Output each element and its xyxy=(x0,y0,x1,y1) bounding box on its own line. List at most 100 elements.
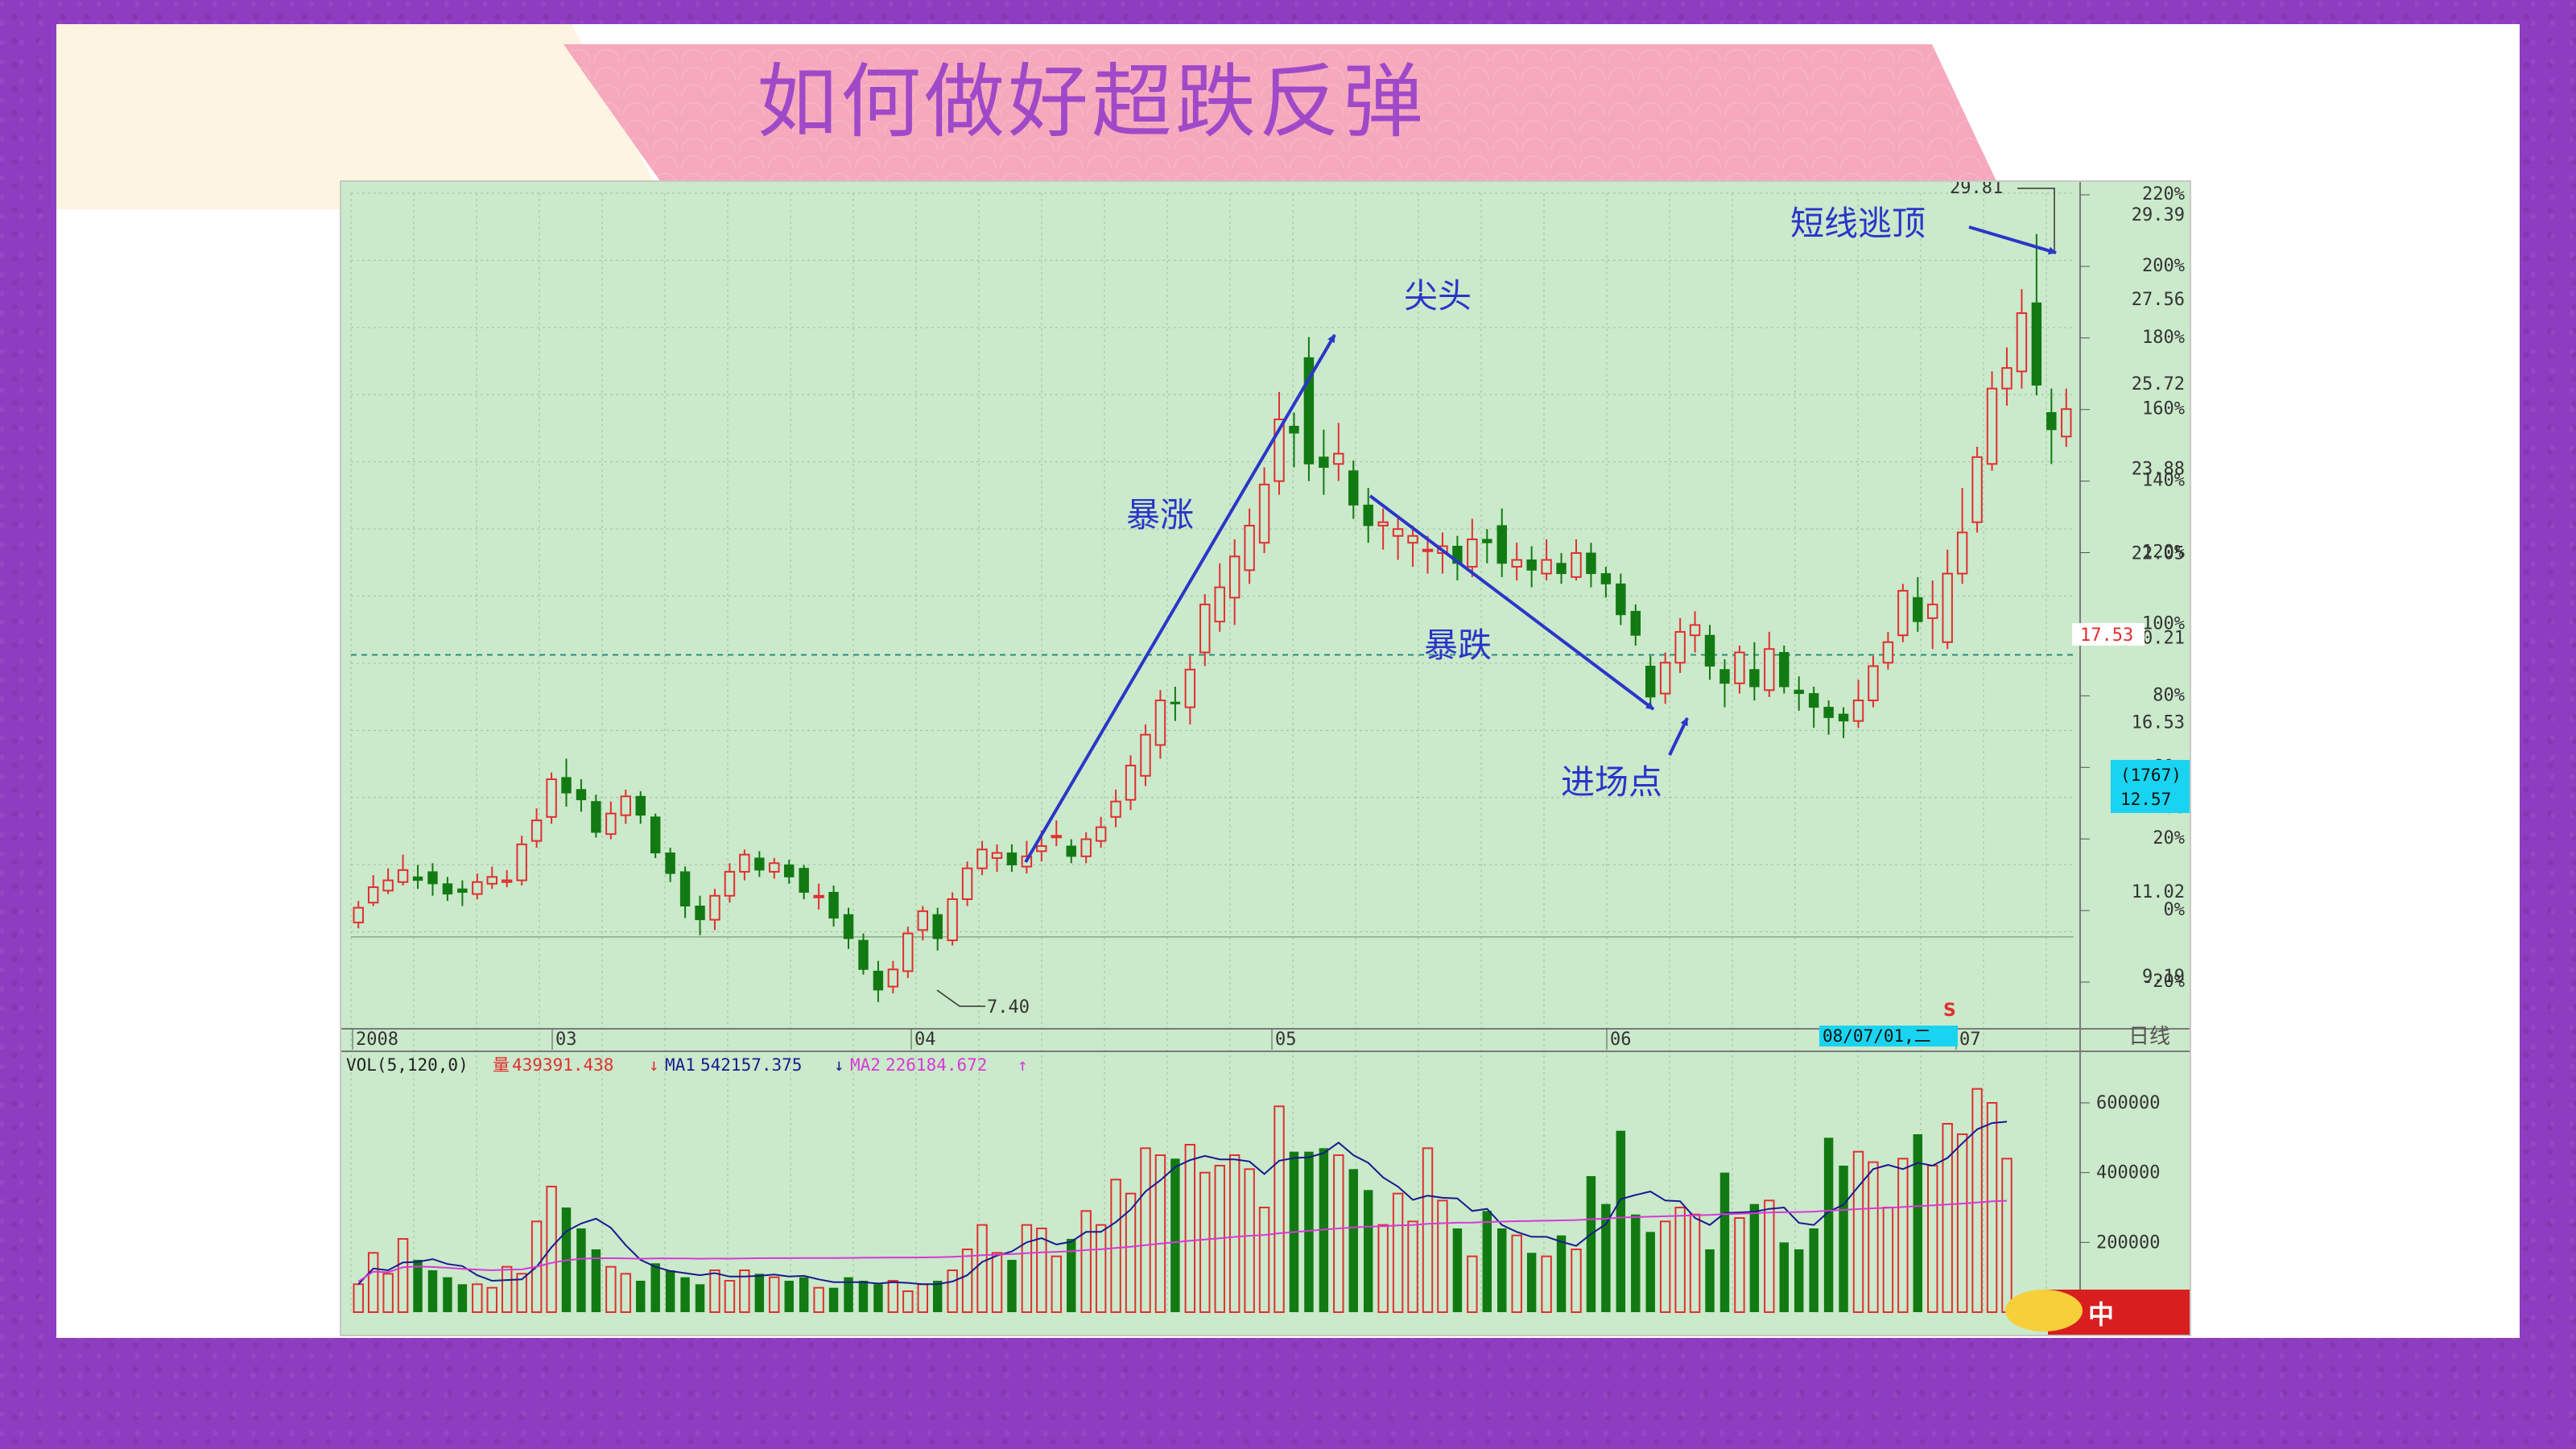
volume-bar-up xyxy=(1021,1224,1033,1313)
volume-bar-up xyxy=(1689,1213,1701,1313)
stock-chart-svg: 220%200%180%160%140%120%100%80%60%20%0%-… xyxy=(341,182,2190,1335)
volume-bar-up xyxy=(1897,1158,1909,1314)
volume-bar-down xyxy=(1823,1137,1834,1312)
candle-body-up xyxy=(530,819,543,842)
volume-bar-down xyxy=(1556,1235,1567,1312)
candle-body-up xyxy=(397,869,409,883)
candle-body-up xyxy=(1407,535,1418,544)
volume-bar-down xyxy=(1007,1260,1017,1312)
volume-bar-up xyxy=(947,1269,958,1313)
candle-body-up xyxy=(961,867,973,900)
volume-bar-down xyxy=(1304,1151,1314,1312)
volume-legend-ma1-value: 542157.375 xyxy=(700,1055,802,1075)
candle-body-down xyxy=(1808,693,1819,708)
volume-bar-down xyxy=(1170,1158,1180,1312)
candle-body-up xyxy=(382,879,394,892)
volume-bar-down xyxy=(1526,1253,1537,1312)
candle-body-down xyxy=(457,888,468,893)
volume-bar-up xyxy=(1110,1179,1121,1314)
candle-body-up xyxy=(1140,733,1151,777)
candle-body-up xyxy=(1868,665,1879,702)
candle-body-up xyxy=(353,906,364,923)
volume-bar-down xyxy=(636,1281,646,1312)
candle-body-down xyxy=(679,871,691,907)
surge-arrow xyxy=(1024,333,1336,864)
candle-body-down xyxy=(1616,583,1626,616)
candle-body-up xyxy=(1571,552,1582,578)
y-axis-percent-label: -20% xyxy=(2142,972,2185,992)
candle-body-up xyxy=(1422,548,1434,552)
candle-body-up xyxy=(1942,572,1953,643)
volume-bar-up xyxy=(1422,1147,1434,1314)
volume-bar-up xyxy=(1244,1168,1255,1314)
candle-body-up xyxy=(1764,648,1775,691)
candle-body-up xyxy=(1852,700,1864,722)
annotation-escape-top: 短线逃顶 xyxy=(1790,204,1926,243)
annotations: 暴涨 尖头 暴跌 进场点 短线逃顶 xyxy=(1024,204,2057,864)
annotation-entry: 进场点 xyxy=(1561,762,1662,802)
y-axis-percent-label: 20% xyxy=(2153,828,2185,848)
volume-legend-ma2-arrow: ↑ xyxy=(1018,1055,1028,1075)
volume-bar-down xyxy=(799,1277,809,1312)
volume-bar-up xyxy=(1199,1171,1211,1313)
entry-arrow xyxy=(1668,717,1689,756)
volume-bar-up xyxy=(769,1276,780,1313)
candle-body-up xyxy=(1110,800,1121,818)
candle-body-up xyxy=(976,848,988,869)
y-axis-percent-label: 100% xyxy=(2142,613,2185,634)
volume-ma1-line xyxy=(357,1121,2008,1286)
volume-bar-up xyxy=(1407,1220,1418,1314)
candle-body-up xyxy=(1392,528,1404,537)
volume-axis-label: 400000 xyxy=(2096,1163,2160,1183)
candle-body-down xyxy=(843,914,854,939)
volume-bar-down xyxy=(873,1284,883,1312)
volume-bar-up xyxy=(367,1252,379,1314)
candle-body-down xyxy=(1319,456,1329,469)
candle-body-down xyxy=(561,777,572,794)
volume-bar-up xyxy=(887,1280,899,1313)
candle-body-up xyxy=(516,843,527,881)
volume-bar-up xyxy=(976,1224,988,1313)
candle-body-up xyxy=(2016,312,2028,373)
candles xyxy=(353,233,2072,1002)
volume-bar-up xyxy=(1095,1224,1107,1313)
volume-bar-up xyxy=(2001,1158,2013,1314)
volume-bar-up xyxy=(1377,1224,1389,1313)
logo-text: 中 xyxy=(2088,1299,2114,1330)
volume-bar-up xyxy=(724,1280,736,1313)
volume-bars xyxy=(353,1088,2013,1314)
y-axis-percent-label: 0% xyxy=(2164,900,2186,920)
cursor-date: 08/07/01,二 xyxy=(1823,1026,1931,1046)
volume-bar-down xyxy=(695,1284,705,1312)
candle-body-down xyxy=(784,864,795,877)
period-label: 日线 xyxy=(2128,1025,2170,1049)
volume-bar-down xyxy=(1705,1249,1715,1312)
candle-body-down xyxy=(591,801,601,833)
candle-body-down xyxy=(932,914,943,939)
title-band xyxy=(564,44,1996,181)
candle-body-up xyxy=(1095,826,1107,842)
volume-ma2-line xyxy=(357,1199,2008,1282)
candle-body-down xyxy=(1838,713,1849,722)
volume-bar-down xyxy=(1631,1214,1641,1312)
volume-legend-vol-arrow: ↓ xyxy=(649,1055,659,1075)
volume-bar-down xyxy=(1348,1169,1358,1312)
volume-bar-up xyxy=(1571,1249,1582,1313)
low-price-label: 7.40 xyxy=(987,997,1030,1018)
candle-body-up xyxy=(1986,387,1998,465)
volume-bar-down xyxy=(650,1263,660,1312)
volume-bar-down xyxy=(1749,1203,1760,1312)
volume-bar-down xyxy=(1794,1249,1804,1312)
cursor-price-box xyxy=(2111,760,2190,813)
high-pointer xyxy=(2017,188,2055,251)
volume-legend-ma2-value: 226184.672 xyxy=(886,1055,987,1075)
y-axis-price-label: 11.02 xyxy=(2132,882,2185,902)
candle-body-down xyxy=(1823,707,1834,718)
volume-bar-up xyxy=(397,1238,409,1313)
candle-body-up xyxy=(917,910,928,931)
volume-bar-up xyxy=(1080,1210,1092,1314)
volume-bar-down xyxy=(1067,1239,1076,1312)
plunge-arrow xyxy=(1368,494,1655,711)
volume-bar-up xyxy=(1956,1133,1968,1313)
volume-bar-down xyxy=(828,1287,839,1312)
